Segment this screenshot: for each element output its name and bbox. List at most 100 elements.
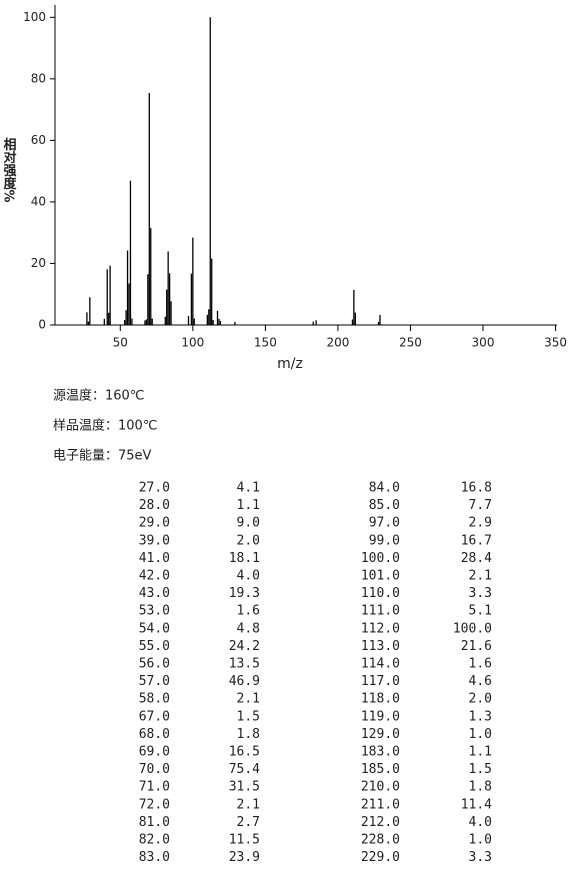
table-cell: 69.0 — [139, 745, 170, 760]
table-cell: 5.1 — [469, 604, 492, 619]
x-tick-label: 200 — [326, 336, 349, 350]
y-tick-label: 20 — [31, 256, 46, 270]
table-cell: 57.0 — [139, 674, 170, 689]
table-cell: 85.0 — [369, 498, 400, 513]
table-cell: 1.1 — [237, 498, 260, 513]
table-cell: 56.0 — [139, 657, 170, 672]
info-line: 源温度：160℃ — [53, 388, 144, 404]
table-cell: 31.5 — [229, 780, 260, 795]
table-cell: 111.0 — [361, 604, 400, 619]
table-cell: 1.8 — [469, 780, 492, 795]
table-cell: 46.9 — [229, 674, 260, 689]
table-cell: 110.0 — [361, 586, 400, 601]
table-cell: 58.0 — [139, 692, 170, 707]
table-cell: 72.0 — [139, 797, 170, 812]
table-cell: 43.0 — [139, 586, 170, 601]
table-cell: 41.0 — [139, 551, 170, 566]
table-cell: 1.3 — [469, 709, 492, 724]
table-cell: 18.1 — [229, 551, 260, 566]
table-cell: 42.0 — [139, 569, 170, 584]
table-cell: 112.0 — [361, 621, 400, 636]
table-cell: 21.6 — [461, 639, 492, 654]
table-cell: 3.3 — [469, 586, 492, 601]
table-cell: 1.0 — [469, 727, 492, 742]
table-cell: 9.0 — [237, 516, 260, 531]
table-cell: 113.0 — [361, 639, 400, 654]
table-cell: 100.0 — [453, 621, 492, 636]
table-cell: 82.0 — [139, 833, 170, 848]
table-cell: 210.0 — [361, 780, 400, 795]
table-cell: 1.5 — [237, 709, 260, 724]
info-line: 电子能量：75eV — [53, 449, 152, 464]
table-cell: 3.3 — [469, 850, 492, 865]
table-cell: 4.1 — [237, 481, 260, 496]
table-cell: 118.0 — [361, 692, 400, 707]
table-cell: 183.0 — [361, 745, 400, 760]
table-cell: 114.0 — [361, 657, 400, 672]
table-cell: 228.0 — [361, 833, 400, 848]
table-cell: 119.0 — [361, 709, 400, 724]
table-cell: 212.0 — [361, 815, 400, 830]
table-cell: 2.1 — [469, 569, 492, 584]
table-cell: 11.4 — [461, 797, 492, 812]
table-cell: 19.3 — [229, 586, 260, 601]
table-cell: 29.0 — [139, 516, 170, 531]
table-cell: 1.8 — [237, 727, 260, 742]
table-cell: 229.0 — [361, 850, 400, 865]
table-cell: 4.0 — [469, 815, 492, 830]
table-cell: 68.0 — [139, 727, 170, 742]
table-cell: 71.0 — [139, 780, 170, 795]
x-tick-label: 250 — [399, 336, 422, 350]
table-cell: 101.0 — [361, 569, 400, 584]
table-cell: 84.0 — [369, 481, 400, 496]
y-tick-label: 100 — [23, 10, 46, 24]
x-tick-label: 300 — [472, 336, 495, 350]
table-cell: 4.6 — [469, 674, 492, 689]
table-cell: 4.8 — [237, 621, 260, 636]
table-cell: 28.0 — [139, 498, 170, 513]
x-tick-label: 150 — [254, 336, 277, 350]
table-cell: 129.0 — [361, 727, 400, 742]
table-cell: 99.0 — [369, 533, 400, 548]
table-cell: 2.0 — [237, 533, 260, 548]
table-cell: 54.0 — [139, 621, 170, 636]
table-cell: 1.6 — [469, 657, 492, 672]
table-cell: 70.0 — [139, 762, 170, 777]
table-cell: 2.1 — [237, 797, 260, 812]
table-cell: 1.6 — [237, 604, 260, 619]
table-cell: 11.5 — [229, 833, 260, 848]
table-cell: 100.0 — [361, 551, 400, 566]
y-tick-label: 40 — [31, 194, 46, 208]
table-cell: 16.5 — [229, 745, 260, 760]
x-tick-label: 350 — [544, 336, 567, 350]
table-cell: 55.0 — [139, 639, 170, 654]
table-cell: 2.9 — [469, 516, 492, 531]
table-cell: 75.4 — [229, 762, 260, 777]
y-tick-label: 60 — [31, 133, 46, 147]
table-cell: 1.1 — [469, 745, 492, 760]
table-cell: 1.5 — [469, 762, 492, 777]
table-cell: 27.0 — [139, 481, 170, 496]
table-cell: 7.7 — [469, 498, 492, 513]
table-cell: 23.9 — [229, 850, 260, 865]
table-cell: 211.0 — [361, 797, 400, 812]
y-tick-label: 80 — [31, 71, 46, 85]
table-cell: 67.0 — [139, 709, 170, 724]
x-tick-label: 100 — [181, 336, 204, 350]
table-cell: 117.0 — [361, 674, 400, 689]
x-axis-label: m/z — [277, 356, 303, 372]
table-cell: 24.2 — [229, 639, 260, 654]
table-cell: 185.0 — [361, 762, 400, 777]
table-cell: 39.0 — [139, 533, 170, 548]
table-cell: 4.0 — [237, 569, 260, 584]
info-line: 样品温度：100℃ — [53, 418, 157, 434]
table-cell: 97.0 — [369, 516, 400, 531]
table-cell: 81.0 — [139, 815, 170, 830]
table-cell: 28.4 — [461, 551, 492, 566]
table-cell: 16.8 — [461, 481, 492, 496]
y-tick-label: 0 — [38, 318, 46, 332]
table-cell: 83.0 — [139, 850, 170, 865]
table-cell: 16.7 — [461, 533, 492, 548]
